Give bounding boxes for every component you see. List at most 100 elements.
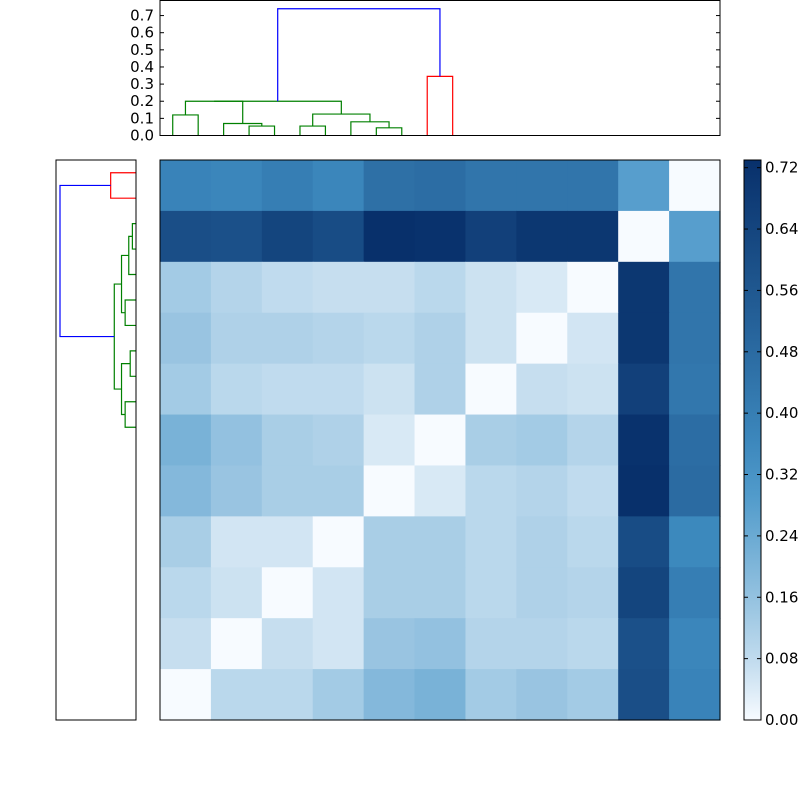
heatmap-cell [465, 669, 517, 721]
heatmap-cell [363, 210, 416, 263]
colorbar-tick-label: 0.40 [765, 404, 798, 422]
heatmap-cell [363, 516, 416, 568]
left-dendrogram-link [113, 283, 122, 390]
heatmap-cell [465, 516, 517, 568]
top-dendrogram-tick-label: 0.7 [130, 7, 154, 25]
heatmap-cell [363, 261, 416, 314]
heatmap-cell [465, 160, 517, 212]
left-dendrogram-link [131, 223, 136, 250]
heatmap-cell [210, 210, 263, 263]
heatmap-cell [312, 261, 365, 314]
colorbar-tick-label: 0.32 [765, 466, 798, 484]
heatmap-cell [567, 363, 619, 416]
heatmap-cell [669, 312, 721, 365]
heatmap-cell [312, 618, 365, 670]
heatmap-cell [160, 210, 212, 263]
heatmap-cell [465, 210, 517, 263]
top-dendrogram-link [375, 127, 403, 136]
top-dendrogram-link [172, 114, 199, 136]
heatmap-cell [618, 210, 670, 263]
top-dendrogram-link [426, 75, 454, 136]
heatmap-cell [210, 414, 263, 467]
top-dendrogram-link [312, 113, 371, 127]
heatmap-cell [312, 160, 365, 212]
top-dendrogram-link [277, 8, 441, 102]
heatmap-cell [363, 465, 416, 517]
top-dendrogram-link [299, 125, 327, 136]
heatmap-cell [567, 210, 619, 263]
colorbar-tick-label: 0.08 [765, 650, 798, 668]
heatmap-cell [261, 261, 314, 314]
heatmap-cell [210, 363, 263, 416]
colorbar [743, 159, 762, 721]
heatmap-cell [465, 363, 517, 416]
heatmap-cell [669, 516, 721, 568]
heatmap-cell [261, 312, 314, 365]
heatmap-cell [465, 261, 517, 314]
heatmap-cell [414, 261, 467, 314]
heatmap-cell [312, 414, 365, 467]
heatmap-frame [159, 159, 721, 721]
heatmap [160, 160, 721, 721]
top-dendrogram [172, 8, 454, 136]
heatmap-cell [261, 210, 314, 263]
heatmap-cell [618, 618, 670, 670]
top-dendrogram-tick-label: 0.6 [130, 24, 154, 42]
heatmap-cell [618, 516, 670, 568]
heatmap-cell [160, 261, 212, 314]
colorbar-tick-label: 0.72 [765, 159, 798, 177]
left-dendrogram-link [120, 363, 131, 416]
heatmap-cell [567, 414, 619, 467]
heatmap-cell [567, 669, 619, 721]
heatmap-cell [465, 618, 517, 670]
left-dendrogram-link [129, 350, 136, 377]
heatmap-cell [210, 160, 263, 212]
heatmap-cell [618, 414, 670, 467]
heatmap-cell [160, 567, 212, 619]
heatmap-cell [414, 160, 467, 212]
heatmap-cell [210, 669, 263, 721]
heatmap-cell [312, 465, 365, 517]
heatmap-cell [261, 465, 314, 517]
heatmap-cell [312, 312, 365, 365]
top-dendrogram-link [248, 125, 276, 136]
top-dendrogram-frame [159, 0, 721, 136]
heatmap-cell [567, 160, 619, 212]
heatmap-cell [516, 567, 568, 619]
top-dendrogram-tick-label: 0.4 [130, 58, 154, 76]
heatmap-cell [669, 567, 721, 619]
colorbar-tick-label: 0.64 [765, 220, 798, 238]
heatmap-cell [261, 669, 314, 721]
heatmap-cell [516, 414, 568, 467]
heatmap-cell [160, 465, 212, 517]
heatmap-cell [261, 516, 314, 568]
heatmap-cell [618, 567, 670, 619]
heatmap-cell [363, 414, 416, 467]
heatmap-cell [567, 567, 619, 619]
left-dendrogram-link [110, 172, 136, 199]
heatmap-cell [516, 261, 568, 314]
heatmap-cell [261, 160, 314, 212]
heatmap-cell [160, 669, 212, 721]
top-dendrogram-link [214, 100, 342, 115]
left-dendrogram-link [124, 401, 136, 428]
heatmap-cell [618, 312, 670, 365]
colorbar-tick-label: 0.16 [765, 588, 798, 606]
heatmap-cell [261, 363, 314, 416]
heatmap-cell [312, 363, 365, 416]
heatmap-cell [210, 567, 263, 619]
heatmap-cell [516, 160, 568, 212]
heatmap-cell [160, 312, 212, 365]
heatmap-cell [210, 261, 263, 314]
heatmap-cell [414, 414, 467, 467]
colorbar-ticks: 0.00 0.08 0.16 0.24 0.32 0.40 0.48 0.56 0.64 0.72 [744, 159, 798, 729]
heatmap-cell [618, 261, 670, 314]
heatmap-cell [160, 516, 212, 568]
heatmap-cell [160, 160, 212, 212]
left-dendrogram [59, 172, 136, 428]
heatmap-cell [210, 516, 263, 568]
heatmap-cell [261, 414, 314, 467]
colorbar-tick-label: 0.00 [765, 711, 798, 729]
heatmap-cell [567, 312, 619, 365]
